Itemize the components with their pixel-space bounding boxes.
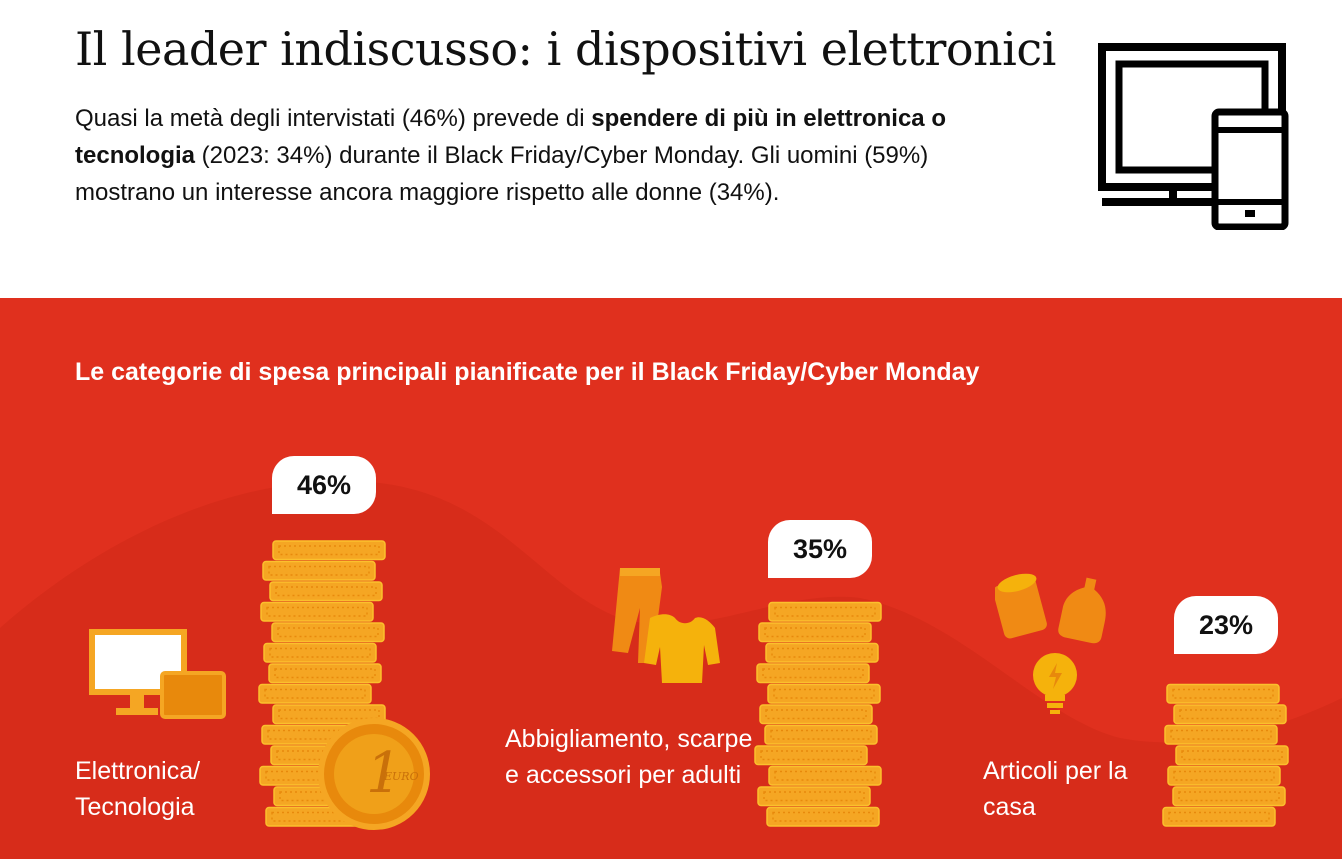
coin — [767, 683, 881, 704]
intro-text-2: (2023: 34%) durante il Black Friday/Cybe… — [75, 142, 929, 206]
coin — [765, 642, 879, 663]
category-label-electronics: Elettronica/ Tecnologia — [75, 757, 201, 821]
intro-bold-text: spendere di più in elettronica o tecnolo… — [75, 105, 946, 169]
coin — [764, 724, 878, 745]
household-items-icon — [995, 573, 1106, 714]
computer-and-tablet-icon — [1098, 43, 1289, 230]
coin — [757, 786, 871, 807]
coin — [272, 540, 386, 561]
coin-text: EURO — [383, 770, 419, 783]
intro-text-1: Quasi la metà degli intervistati (46%) p… — [75, 105, 592, 132]
category-label-household: Articoli per la casa — [983, 757, 1128, 821]
value-label-household: 23% — [1174, 596, 1278, 654]
coin — [258, 683, 372, 704]
coin — [262, 560, 376, 581]
coin — [268, 663, 382, 684]
value-label-electronics: 46% — [272, 456, 376, 514]
value-label-clothing: 35% — [768, 520, 872, 578]
coin — [766, 806, 880, 827]
coin — [1162, 806, 1276, 827]
page-title: Il leader indiscusso: i dispositivi elet… — [75, 22, 1056, 76]
coin — [1167, 765, 1281, 786]
intro-paragraph: Quasi la metà degli intervistati (46%) p… — [75, 100, 995, 211]
coin — [754, 745, 868, 766]
coin-stacks — [258, 540, 1289, 827]
category-label-clothing: Abbigliamento, scarpe e accessori per ad… — [505, 725, 753, 789]
coin — [768, 601, 882, 622]
coin — [269, 581, 383, 602]
coin — [758, 622, 872, 643]
coin — [271, 622, 385, 643]
coin — [263, 642, 377, 663]
coin — [272, 704, 386, 725]
coin — [1164, 724, 1278, 745]
chart-panel: Le categorie di spesa principali pianifi… — [0, 298, 1342, 859]
coin — [1166, 683, 1280, 704]
coin — [1173, 704, 1287, 725]
clothing-icon — [612, 568, 720, 683]
coin — [1175, 745, 1289, 766]
coin-digit: 1 — [366, 741, 402, 806]
coin — [759, 704, 873, 725]
monitor-and-tablet-icon — [89, 629, 226, 719]
coin — [756, 663, 870, 684]
euro-coin-icon: 1 EURO — [318, 718, 430, 830]
coin — [260, 601, 374, 622]
coin — [1172, 786, 1286, 807]
coin — [768, 765, 882, 786]
chart-title: Le categorie di spesa principali pianifi… — [75, 358, 980, 386]
